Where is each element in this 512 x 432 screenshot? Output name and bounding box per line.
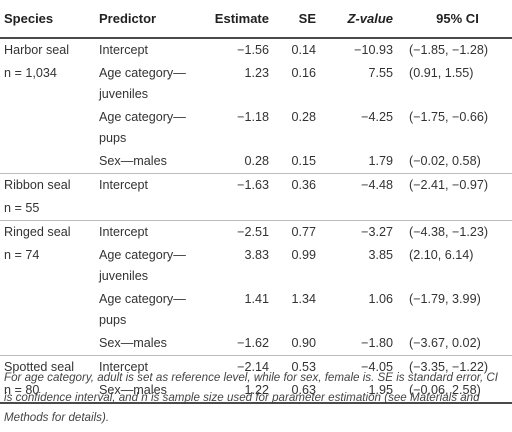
species-n-cell: n = 80 bbox=[0, 379, 95, 404]
ci-cell: (−0.06, 2.58) bbox=[399, 379, 512, 404]
table-row: Sex—males 0.28 0.15 1.79 (−0.02, 0.58) bbox=[0, 150, 512, 174]
predictor-cell: Intercept bbox=[99, 178, 149, 192]
predictor-cell: Sex—males bbox=[95, 150, 203, 174]
results-table-container: Species Predictor Estimate SE Z-value 95… bbox=[0, 0, 512, 404]
se-cell: 0.14 bbox=[291, 43, 316, 57]
table-row: Ribbon seal Intercept −1.63 0.36 −4.48 (… bbox=[0, 174, 512, 198]
table-row: Harbor seal Intercept −1.56 0.14 −10.93 … bbox=[0, 38, 512, 62]
z-cell: −10.93 bbox=[354, 43, 393, 57]
species-n-cell: n = 55 bbox=[0, 197, 95, 221]
header-ci: 95% CI bbox=[399, 0, 512, 39]
estimate-cell: −1.18 bbox=[237, 110, 269, 124]
predictor-cell: Intercept bbox=[99, 43, 149, 57]
z-cell: −4.25 bbox=[361, 110, 393, 124]
species-cell bbox=[0, 150, 95, 174]
se-cell: 0.28 bbox=[291, 110, 316, 124]
z-cell: −1.80 bbox=[322, 332, 399, 356]
table-row: n = 1,034 Age category—juveniles 1.23 0.… bbox=[0, 62, 512, 106]
z-cell: 1.79 bbox=[322, 150, 399, 174]
estimate-cell: −2.14 bbox=[237, 360, 269, 374]
species-cell bbox=[0, 332, 95, 356]
species-cell: Spotted seal bbox=[4, 360, 75, 374]
ci-cell: (−3.35, −1.22) bbox=[409, 360, 489, 374]
species-cell: Harbor seal bbox=[4, 43, 70, 57]
z-cell: −4.05 bbox=[361, 360, 393, 374]
z-cell bbox=[322, 197, 399, 221]
z-cell: −4.48 bbox=[361, 178, 393, 192]
results-table: Species Predictor Estimate SE Z-value 95… bbox=[0, 0, 512, 404]
table-footnote: For age category, adult is set as refere… bbox=[4, 371, 499, 424]
predictor-cell: Intercept bbox=[99, 225, 149, 239]
ci-cell: (−0.02, 0.58) bbox=[399, 150, 512, 174]
se-cell: 0.36 bbox=[291, 178, 316, 192]
ci-cell: (−1.79, 3.99) bbox=[409, 292, 481, 306]
table-row: Sex—males −1.62 0.90 −1.80 (−3.67, 0.02) bbox=[0, 332, 512, 356]
table-body: Harbor seal Intercept −1.56 0.14 −10.93 … bbox=[0, 38, 512, 404]
se-cell: 0.63 bbox=[275, 379, 322, 404]
ci-cell: (−1.75, −0.66) bbox=[409, 110, 489, 124]
estimate-cell: −2.51 bbox=[237, 225, 269, 239]
predictor-cell: Intercept bbox=[99, 360, 149, 374]
predictor-cell: Age category—pups bbox=[99, 110, 186, 145]
estimate-cell: −1.62 bbox=[203, 332, 275, 356]
header-z-value-text: Z-value bbox=[347, 11, 393, 26]
species-n-cell: n = 74 bbox=[4, 248, 40, 262]
table-row: Spotted seal Intercept −2.14 0.53 −4.05 … bbox=[0, 356, 512, 380]
table-row: Age category—pups −1.18 0.28 −4.25 (−1.7… bbox=[0, 106, 512, 150]
predictor-cell: Age category—juveniles bbox=[99, 66, 186, 101]
ci-cell: (−2.41, −0.97) bbox=[409, 178, 489, 192]
species-n-cell: n = 1,034 bbox=[4, 66, 57, 80]
se-cell: 0.90 bbox=[275, 332, 322, 356]
ci-cell: (0.91, 1.55) bbox=[409, 66, 474, 80]
species-cell bbox=[0, 106, 95, 150]
predictor-cell bbox=[95, 197, 203, 221]
ci-cell: (−1.85, −1.28) bbox=[409, 43, 489, 57]
z-cell: 1.06 bbox=[368, 292, 393, 306]
estimate-cell: 1.23 bbox=[244, 66, 269, 80]
table-row: Age category—pups 1.41 1.34 1.06 (−1.79,… bbox=[0, 288, 512, 332]
species-cell: Ringed seal bbox=[4, 225, 71, 239]
estimate-cell: −1.56 bbox=[237, 43, 269, 57]
z-cell: 3.85 bbox=[368, 248, 393, 262]
estimate-cell: 3.83 bbox=[244, 248, 269, 262]
header-se: SE bbox=[275, 0, 322, 39]
estimate-cell: 1.22 bbox=[203, 379, 275, 404]
table-row: n = 74 Age category—juveniles 3.83 0.99 … bbox=[0, 244, 512, 288]
predictor-cell: Sex—males bbox=[95, 379, 203, 404]
predictor-cell: Age category—juveniles bbox=[99, 248, 186, 283]
predictor-cell: Age category—pups bbox=[99, 292, 186, 327]
se-cell: 0.15 bbox=[275, 150, 322, 174]
predictor-cell: Sex—males bbox=[95, 332, 203, 356]
estimate-cell: −1.63 bbox=[237, 178, 269, 192]
estimate-cell: 0.28 bbox=[203, 150, 275, 174]
se-cell bbox=[275, 197, 322, 221]
se-cell: 0.99 bbox=[291, 248, 316, 262]
table-header-row: Species Predictor Estimate SE Z-value 95… bbox=[0, 0, 512, 39]
ci-cell: (2.10, 6.14) bbox=[409, 248, 474, 262]
header-predictor: Predictor bbox=[95, 0, 203, 39]
se-cell: 0.53 bbox=[291, 360, 316, 374]
header-estimate: Estimate bbox=[203, 0, 275, 39]
header-z-value: Z-value bbox=[322, 0, 399, 39]
ci-cell bbox=[399, 197, 512, 221]
ci-cell: (−3.67, 0.02) bbox=[399, 332, 512, 356]
table-row: n = 80 Sex—males 1.22 0.63 1.95 (−0.06, … bbox=[0, 379, 512, 404]
species-cell: Ribbon seal bbox=[4, 178, 71, 192]
z-cell: −3.27 bbox=[361, 225, 393, 239]
estimate-cell bbox=[203, 197, 275, 221]
se-cell: 0.16 bbox=[291, 66, 316, 80]
species-cell bbox=[0, 288, 95, 332]
z-cell: 7.55 bbox=[368, 66, 393, 80]
se-cell: 1.34 bbox=[291, 292, 316, 306]
estimate-cell: 1.41 bbox=[244, 292, 269, 306]
ci-cell: (−4.38, −1.23) bbox=[409, 225, 489, 239]
header-species: Species bbox=[0, 0, 95, 39]
z-cell: 1.95 bbox=[322, 379, 399, 404]
se-cell: 0.77 bbox=[291, 225, 316, 239]
table-row: Ringed seal Intercept −2.51 0.77 −3.27 (… bbox=[0, 221, 512, 245]
table-row: n = 55 bbox=[0, 197, 512, 221]
